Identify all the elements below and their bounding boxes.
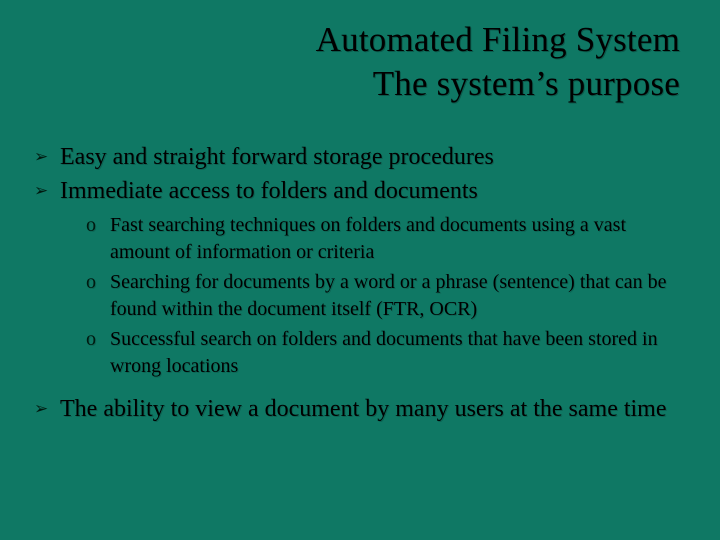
sub-bullet-text: Successful search on folders and documen… xyxy=(110,326,686,380)
triangle-bullet-icon: ➢ xyxy=(34,176,60,206)
title-block: Automated Filing System The system’s pur… xyxy=(34,18,686,106)
bullet-item: ➢ Immediate access to folders and docume… xyxy=(34,176,686,206)
slide: Automated Filing System The system’s pur… xyxy=(0,0,720,540)
bullet-item: ➢ The ability to view a document by many… xyxy=(34,394,686,424)
sub-bullet-item: o Searching for documents by a word or a… xyxy=(86,269,686,323)
bullet-item: ➢ Easy and straight forward storage proc… xyxy=(34,142,686,172)
bullet-text: Immediate access to folders and document… xyxy=(60,176,686,206)
circle-bullet-icon: o xyxy=(86,212,110,239)
triangle-bullet-icon: ➢ xyxy=(34,394,60,424)
title-line-2: The system’s purpose xyxy=(34,62,680,106)
sub-bullet-list: o Fast searching techniques on folders a… xyxy=(86,212,686,380)
sub-bullet-item: o Fast searching techniques on folders a… xyxy=(86,212,686,266)
sub-bullet-text: Fast searching techniques on folders and… xyxy=(110,212,686,266)
triangle-bullet-icon: ➢ xyxy=(34,142,60,172)
bullet-text: Easy and straight forward storage proced… xyxy=(60,142,686,172)
sub-bullet-item: o Successful search on folders and docum… xyxy=(86,326,686,380)
sub-bullet-text: Searching for documents by a word or a p… xyxy=(110,269,686,323)
title-line-1: Automated Filing System xyxy=(34,18,680,62)
bullet-text: The ability to view a document by many u… xyxy=(60,394,686,424)
circle-bullet-icon: o xyxy=(86,326,110,353)
circle-bullet-icon: o xyxy=(86,269,110,296)
